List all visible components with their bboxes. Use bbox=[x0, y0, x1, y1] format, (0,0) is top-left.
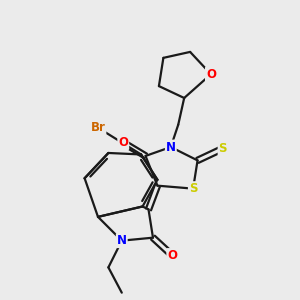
Text: O: O bbox=[167, 249, 177, 262]
Text: Br: Br bbox=[91, 121, 105, 134]
Text: O: O bbox=[206, 68, 216, 81]
Text: N: N bbox=[117, 234, 127, 247]
Text: S: S bbox=[189, 182, 197, 195]
Text: N: N bbox=[166, 140, 176, 154]
Text: S: S bbox=[219, 142, 227, 155]
Text: O: O bbox=[118, 136, 128, 149]
